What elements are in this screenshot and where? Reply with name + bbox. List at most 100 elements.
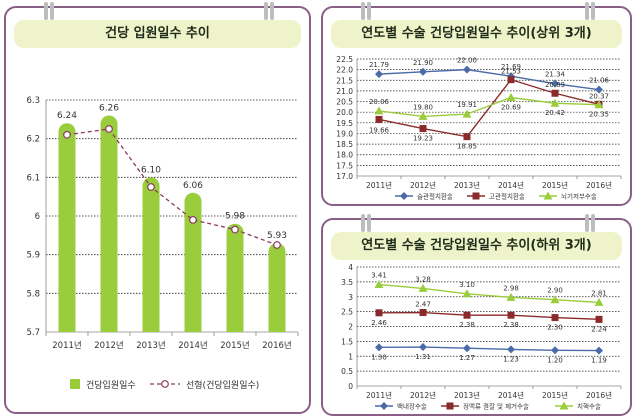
data-point [595, 346, 603, 355]
x-tick-label: 2013년 [454, 390, 480, 400]
bar [268, 243, 286, 332]
data-label: 1.19 [591, 357, 607, 365]
legend-label: 백내장수술 [397, 402, 427, 411]
legend-marker [559, 401, 569, 410]
trendline-point [273, 241, 281, 249]
data-label: 19.23 [413, 135, 433, 143]
y-tick-label: 22.5 [336, 55, 353, 64]
panel-top-right: 연도별 수술 건당입원일수 추이(상위 3개) 17.0 17.5 18.0 18.5… [321, 2, 632, 206]
data-point [594, 297, 604, 306]
y-tick-label: 19.0 [336, 129, 353, 138]
chart-top3-surgeries: 17.0 17.518.0 18.5 19.019.5 20.020.5 21.0 21.5… [336, 55, 622, 201]
x-tick-label: 2014년 [498, 390, 524, 400]
data-label: 2.30 [547, 324, 563, 332]
data-point [375, 309, 383, 317]
legend-label: 뇌기저부수술 [561, 192, 597, 201]
data-point [594, 100, 604, 109]
series-line [378, 78, 600, 138]
legend-label: 정맥류 결찰 및 제거수술 [463, 402, 529, 411]
data-label: 2.24 [591, 325, 607, 333]
data-point [507, 311, 515, 319]
legend-marker [472, 192, 480, 200]
x-tick-label: 2016년 [586, 180, 612, 190]
y-tick-label: 5.7 [26, 328, 40, 338]
data-label: 20.37 [589, 92, 609, 100]
x-tick-label: 2011년 [366, 180, 392, 190]
data-label: 2.98 [503, 284, 519, 292]
data-label: 20.06 [369, 98, 390, 106]
y-tick-label: 20.5 [336, 98, 353, 107]
bar [226, 223, 244, 332]
data-label: 1.30 [371, 353, 387, 361]
data-point [418, 283, 428, 292]
data-point [551, 346, 559, 355]
legend-marker [400, 192, 408, 200]
y-tick-label: 18.0 [336, 151, 353, 160]
data-point [462, 109, 472, 118]
data-point [374, 106, 384, 115]
panel-title: 연도별 수술 건당입원일수 추이(하위 3개) [331, 232, 622, 260]
x-tick-label: 2014년 [178, 340, 207, 351]
series-line [378, 346, 600, 352]
series-line [378, 96, 600, 118]
data-point [551, 89, 559, 97]
data-point [506, 292, 516, 301]
y-tick-label: 0 [348, 382, 353, 391]
data-label: 21.53 [501, 68, 521, 76]
data-label: 19.80 [413, 103, 433, 111]
y-tick-label: 1.5 [341, 337, 353, 346]
y-tick-label: 17.5 [336, 161, 353, 170]
y-tick-label: 22.0 [336, 66, 353, 75]
y-tick-label: 6 [35, 212, 40, 222]
data-label: 21.79 [369, 61, 389, 69]
data-label: 1.27 [459, 354, 475, 362]
data-point [595, 315, 603, 323]
trendline-point [63, 130, 71, 139]
y-tick-label: 2.5 [341, 308, 353, 317]
data-point [551, 79, 559, 88]
data-label: 19.66 [369, 126, 390, 134]
data-label: 19.91 [457, 101, 477, 109]
data-label: 20.35 [589, 111, 609, 119]
y-tick-label: 20.0 [336, 108, 353, 117]
data-label: 21.90 [413, 59, 433, 67]
bar-value-label: 6.06 [183, 181, 203, 191]
data-label: 2.90 [547, 287, 563, 295]
trendline-point [231, 225, 239, 234]
data-point [419, 343, 427, 352]
x-tick-label: 2016년 [586, 390, 612, 400]
data-label: 1.23 [503, 355, 519, 363]
bar-value-label: 5.98 [225, 212, 245, 222]
trendline-point [105, 125, 113, 133]
x-tick-label: 2012년 [410, 390, 436, 400]
series-line [378, 283, 600, 304]
trendline-point [189, 215, 197, 224]
data-label: 3.41 [371, 272, 387, 280]
y-tick-label: 17.0 [336, 172, 353, 181]
y-tick-label: 5.9 [26, 251, 40, 261]
x-tick-label: 2015년 [542, 390, 568, 400]
data-point [507, 345, 515, 354]
binder-clip-icon [585, 2, 595, 20]
bar [184, 192, 202, 332]
x-tick-label: 2015년 [220, 340, 249, 351]
data-point [418, 111, 428, 120]
x-tick-label: 2012년 [410, 180, 436, 190]
legend-label: 선형(건당입원일수) [186, 379, 259, 391]
y-tick-label: 0.5 [341, 367, 353, 376]
data-label: 20.89 [545, 81, 565, 89]
panel-left: 건당 입원일수 추이 5.7 5.8 5.9 6 6.1 6.2 6.3 6.24 6.26 6.… [4, 2, 311, 414]
data-label: 18.85 [457, 143, 477, 151]
legend-label: 고관절치환술 [489, 192, 525, 201]
binder-clip-icon [44, 2, 54, 20]
series-line [378, 68, 600, 91]
legend-label: 슬관절치환술 [417, 192, 453, 201]
data-point [463, 133, 471, 141]
x-tick-label: 2013년 [454, 180, 480, 190]
binder-clip-icon [361, 214, 371, 232]
x-tick-label: 2015년 [542, 180, 568, 190]
x-tick-label: 2011년 [366, 390, 392, 400]
data-point [375, 115, 383, 123]
legend-marker [380, 402, 388, 410]
binder-clip-icon [264, 2, 274, 20]
